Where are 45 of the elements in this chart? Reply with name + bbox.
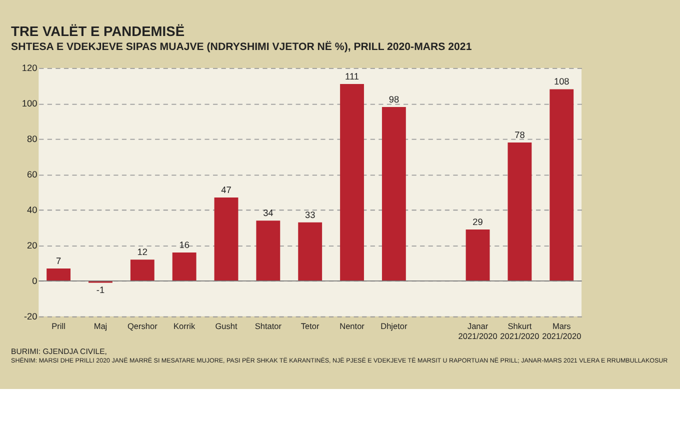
y-tick-label: 60 bbox=[27, 170, 38, 180]
x-tick-label: Nentor bbox=[340, 322, 365, 331]
bar bbox=[172, 252, 196, 281]
data-label: -1 bbox=[96, 284, 105, 295]
x-tick-label: Qershor bbox=[127, 322, 158, 331]
x-tick-label: Maj bbox=[94, 322, 108, 331]
x-tick-label: Tetor bbox=[300, 322, 320, 331]
bar bbox=[550, 89, 574, 281]
data-label: 108 bbox=[554, 76, 570, 87]
x-tick-label: Gusht bbox=[215, 322, 238, 331]
bar bbox=[508, 142, 532, 281]
y-tick-label: 0 bbox=[32, 276, 38, 286]
bar bbox=[46, 268, 71, 281]
bar bbox=[466, 229, 490, 281]
data-label: 111 bbox=[345, 71, 359, 82]
bar bbox=[214, 198, 238, 281]
bar bbox=[340, 84, 364, 281]
bar bbox=[298, 222, 322, 281]
data-label: 78 bbox=[514, 130, 525, 140]
x-tick-label: Korrik bbox=[174, 322, 196, 331]
y-tick-label: 40 bbox=[27, 205, 38, 216]
x-tick-label: Shkurt 2021/2020 bbox=[500, 322, 540, 341]
bar bbox=[256, 220, 280, 281]
x-tick-label: Shtator bbox=[254, 322, 282, 331]
data-label: 47 bbox=[221, 184, 232, 195]
data-label: 34 bbox=[263, 208, 274, 218]
y-tick-label: 20 bbox=[27, 240, 38, 251]
y-tick-label: 120 bbox=[22, 63, 38, 74]
data-label: 12 bbox=[137, 247, 148, 258]
bar bbox=[130, 260, 154, 281]
x-tick-label: Janar 2021/2020 bbox=[458, 322, 498, 341]
chart-subtitle: SHTESA E VDEKJEVE SIPAS MUAJVE (NDRYSHIMI VJETOR NË %), PRILL 2020-MARS 2021 bbox=[11, 40, 472, 54]
data-label: 7 bbox=[56, 256, 62, 266]
y-tick-label: 100 bbox=[22, 98, 38, 109]
y-tick-label: 80 bbox=[27, 134, 38, 144]
bar bbox=[382, 107, 406, 281]
chart-title: TRE VALËT E PANDEMISË bbox=[11, 24, 185, 40]
x-tick-label: Prill bbox=[52, 322, 66, 331]
y-tick-label: -20 bbox=[24, 312, 38, 322]
data-label: 29 bbox=[472, 216, 483, 227]
data-label: 98 bbox=[388, 94, 400, 104]
x-tick-label: Mars 2021/2020 bbox=[542, 322, 582, 341]
data-label: 33 bbox=[304, 210, 316, 220]
data-label: 16 bbox=[179, 240, 190, 250]
x-tick-label: Dhjetor bbox=[380, 322, 408, 331]
